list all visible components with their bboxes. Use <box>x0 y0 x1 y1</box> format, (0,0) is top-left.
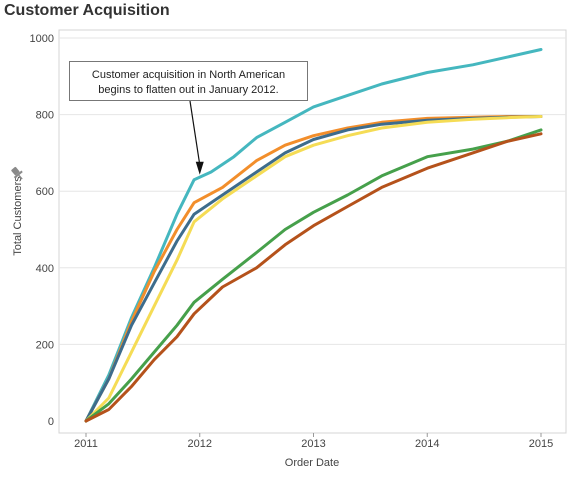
series-lines <box>84 48 543 423</box>
y-tick-label: 1000 <box>30 33 54 45</box>
y-tick-label: 200 <box>36 339 54 351</box>
x-tick-labels: 2011 2012 2013 2014 2015 <box>74 433 553 450</box>
series-line-1[interactable] <box>84 48 543 423</box>
y-tick-label: 600 <box>36 186 54 198</box>
x-tick-label: 2014 <box>415 438 439 450</box>
annotation-line-1: Customer acquisition in North American <box>91 69 286 81</box>
annotation-line-2: begins to flatten out in January 2012. <box>98 84 279 96</box>
annotation-box: Customer acquisition in North American b… <box>69 61 308 101</box>
x-tick-label: 2013 <box>301 438 325 450</box>
y-tick-label: 0 <box>48 416 54 428</box>
series-line-4[interactable] <box>84 115 543 423</box>
x-tick-label: 2015 <box>529 438 553 450</box>
chart-title: Customer Acquisition <box>4 2 170 19</box>
plot-frame <box>58 29 567 434</box>
pin-icon[interactable] <box>9 165 26 182</box>
series-line-5[interactable] <box>84 128 543 423</box>
y-tick-labels: 0 200 400 600 800 1000 <box>30 33 54 428</box>
y-tick-label: 800 <box>36 110 54 122</box>
gridlines <box>59 37 566 345</box>
annotation-arrow <box>189 100 201 165</box>
x-tick-label: 2012 <box>188 438 212 450</box>
y-axis-label: Total Customers <box>12 176 24 256</box>
series-line-6[interactable] <box>84 132 543 423</box>
series-line-2[interactable] <box>84 115 543 423</box>
annotation-arrowhead <box>195 161 204 175</box>
x-axis-label: Order Date <box>285 457 339 469</box>
x-tick-label: 2011 <box>74 438 98 450</box>
y-tick-label: 400 <box>36 263 54 275</box>
